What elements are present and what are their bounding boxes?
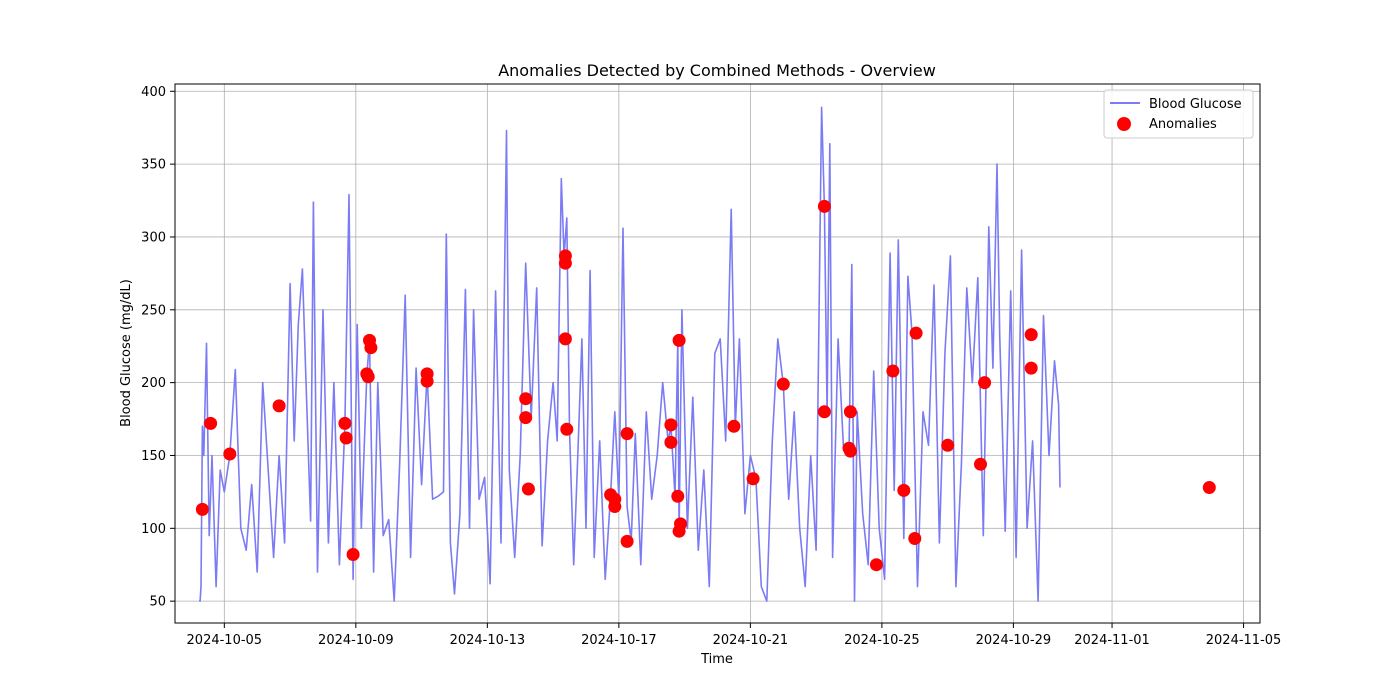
anomaly-point <box>620 427 634 441</box>
y-axis: 50 100 150 200 250 300 350 400 <box>141 85 175 610</box>
x-tick-label: 2024-10-05 <box>187 633 263 648</box>
anomaly-point <box>869 558 883 572</box>
x-axis-label: Time <box>700 652 733 667</box>
anomaly-point <box>776 377 790 391</box>
anomaly-point <box>204 416 218 430</box>
anomaly-point <box>608 500 622 513</box>
anomaly-point <box>727 419 741 433</box>
anomaly-point <box>664 418 678 432</box>
anomaly-point <box>671 489 685 503</box>
legend-frame <box>1103 89 1254 139</box>
anomaly-point <box>908 532 922 545</box>
y-tick-label: 100 <box>141 522 166 537</box>
legend: Blood Glucose Anomalies <box>1103 89 1254 139</box>
x-tick-label: 2024-10-21 <box>713 633 789 648</box>
plot-area <box>174 83 1261 624</box>
chart-title: Anomalies Detected by Combined Methods -… <box>498 61 936 80</box>
anomaly-point <box>974 457 987 471</box>
y-tick-label: 150 <box>141 449 166 464</box>
anomaly-point <box>843 405 857 419</box>
anomaly-point <box>1024 328 1038 342</box>
anomaly-point <box>195 502 209 516</box>
anomaly-point <box>521 482 535 496</box>
y-tick-label: 300 <box>141 230 166 245</box>
anomaly-point <box>364 341 378 355</box>
anomaly-point <box>519 392 533 406</box>
x-tick-label: 2024-10-29 <box>976 633 1052 648</box>
x-tick-label: 2024-10-13 <box>450 633 526 648</box>
anomaly-point <box>272 399 286 413</box>
anomaly-point <box>664 435 678 449</box>
anomaly-point <box>420 374 434 388</box>
anomaly-point <box>558 332 572 346</box>
y-tick-label: 200 <box>141 376 166 391</box>
series-anomalies <box>195 199 1216 572</box>
anomaly-point <box>674 517 687 531</box>
anomaly-point <box>672 333 686 347</box>
anomaly-point <box>978 376 992 390</box>
x-axis: 2024-10-05 2024-10-09 2024-10-13 2024-10-17… <box>187 623 1282 648</box>
anomaly-point <box>897 483 911 497</box>
anomaly-point <box>941 438 955 452</box>
anomaly-point <box>1024 361 1038 375</box>
anomaly-point <box>1202 481 1216 494</box>
y-axis-label: Blood Glucose (mg/dL) <box>119 279 134 427</box>
blood-glucose-line <box>198 106 1061 602</box>
anomaly-point <box>560 422 574 436</box>
anomaly-point <box>338 416 352 430</box>
series-blood-glucose <box>198 106 1061 602</box>
anomaly-point <box>620 534 634 548</box>
y-tick-label: 50 <box>149 595 166 610</box>
anomaly-point <box>361 370 375 384</box>
x-tick-label: 2024-10-17 <box>581 633 657 648</box>
y-tick-label: 400 <box>141 85 166 100</box>
anomaly-point <box>519 411 533 425</box>
x-tick-label: 2024-10-09 <box>318 633 394 648</box>
anomaly-point <box>339 431 353 445</box>
x-tick-label: 2024-10-25 <box>844 633 920 648</box>
anomaly-point <box>223 447 237 461</box>
y-tick-label: 350 <box>141 158 166 173</box>
grid-lines <box>175 84 1260 623</box>
x-tick-label: 2024-11-05 <box>1206 633 1282 648</box>
legend-marker-swatch <box>1117 117 1131 131</box>
anomaly-point <box>886 364 900 378</box>
legend-label-anomalies: Anomalies <box>1149 117 1217 132</box>
x-tick-label: 2024-11-01 <box>1074 633 1150 648</box>
legend-label-blood-glucose: Blood Glucose <box>1149 97 1242 112</box>
anomaly-point <box>909 326 923 340</box>
anomaly-point <box>817 405 831 419</box>
anomaly-point <box>746 472 760 486</box>
y-tick-label: 250 <box>141 303 166 318</box>
anomaly-point <box>558 256 572 270</box>
anomaly-point <box>843 444 857 458</box>
anomaly-point <box>817 199 831 213</box>
anomaly-point <box>346 548 360 561</box>
plot-frame <box>174 83 1261 624</box>
